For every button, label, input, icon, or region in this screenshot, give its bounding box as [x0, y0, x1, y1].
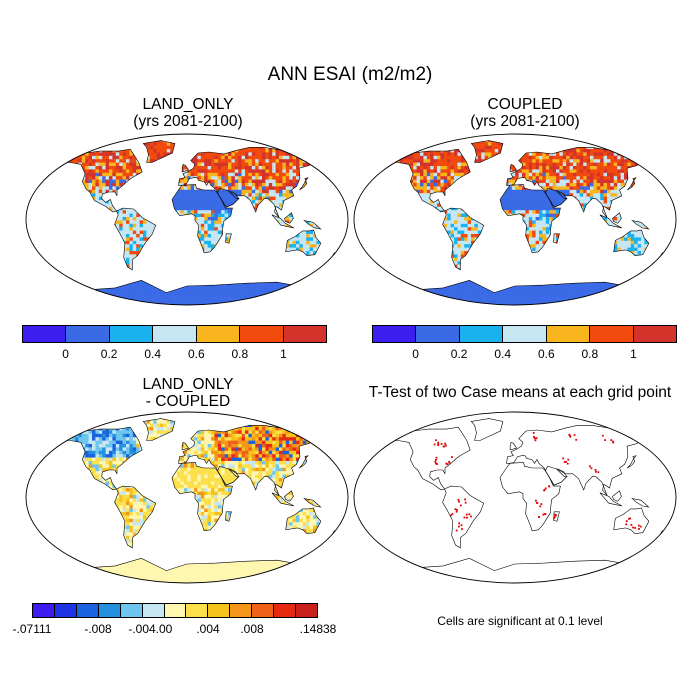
- colorbar-swatch: [503, 326, 547, 342]
- panel4-title: T-Test of two Case means at each grid po…: [345, 384, 695, 401]
- coastlines: [382, 418, 667, 583]
- panel1-title-line1: LAND_ONLY: [142, 96, 234, 113]
- colorbar-swatch: [296, 604, 317, 617]
- colorbar-swatch: [459, 326, 504, 342]
- colorbar-coupled: [372, 325, 677, 343]
- coastlines: [382, 140, 667, 305]
- colorbar-swatch: [186, 604, 209, 617]
- map-border: [25, 133, 349, 306]
- colorbar-land-only: [22, 325, 327, 343]
- map-land-only: [25, 133, 349, 306]
- colorbar-tick-label: -.008: [84, 622, 112, 636]
- colorbar-tick-label: .004: [196, 622, 220, 636]
- colorbar-tick-label: 0: [62, 347, 69, 361]
- colorbar-swatch: [252, 604, 275, 617]
- panel3-title-line1: LAND_ONLY: [142, 376, 234, 393]
- land-cells: [383, 140, 667, 305]
- land-cells: [55, 418, 339, 583]
- colorbar-difference: [32, 603, 318, 618]
- land-cells: [55, 140, 339, 305]
- panel3-title-line2: - COUPLED: [145, 393, 231, 410]
- colorbar-tick-label: .00: [155, 622, 173, 636]
- colorbar-tick-label: -.07111: [12, 622, 52, 636]
- panel1-title-line2: (yrs 2081-2100): [133, 113, 243, 130]
- panel3-title: LAND_ONLY - COUPLED: [28, 376, 348, 410]
- panel4-title-line1: T-Test of two Case means at each grid po…: [368, 384, 672, 401]
- colorbar-tick-label: .14838: [299, 622, 337, 636]
- map-border: [353, 411, 677, 584]
- colorbar-tick-label: 0.8: [581, 347, 599, 361]
- map-border: [353, 133, 677, 306]
- significance-note: Cells are significant at 0.1 level: [437, 614, 603, 628]
- colorbar-tick-label: 0.6: [537, 347, 555, 361]
- map-t-test: [353, 411, 677, 584]
- colorbar-swatch: [120, 604, 143, 617]
- colorbar-tick-label: -.004: [128, 622, 156, 636]
- colorbar-swatch: [416, 326, 460, 342]
- map-difference: [25, 411, 349, 584]
- panel1-title: LAND_ONLY (yrs 2081-2100): [28, 96, 348, 130]
- colorbar-swatch: [33, 604, 55, 617]
- panel2-title-line2: (yrs 2081-2100): [470, 113, 580, 130]
- colorbar-swatch: [164, 604, 187, 617]
- panel2-title-line1: COUPLED: [487, 96, 563, 113]
- colorbar-tick-label: 1: [280, 347, 287, 361]
- colorbar-swatch: [142, 604, 165, 617]
- colorbar-tick-label: 0.2: [100, 347, 118, 361]
- colorbar-swatch: [54, 604, 77, 617]
- panel2-title: COUPLED (yrs 2081-2100): [365, 96, 685, 130]
- map-coupled: [353, 133, 677, 306]
- colorbar-swatch: [546, 326, 591, 342]
- colorbar-tick-label: 0: [412, 347, 419, 361]
- colorbar-swatch: [208, 604, 231, 617]
- colorbar-tick-label: 0.4: [144, 347, 162, 361]
- colorbar-tick-label: 0.8: [231, 347, 249, 361]
- colorbar-swatch: [196, 326, 241, 342]
- colorbar-swatch: [274, 604, 297, 617]
- colorbar-tick-label: 0.4: [494, 347, 512, 361]
- colorbar-swatch: [240, 326, 284, 342]
- colorbar-swatch: [373, 326, 417, 342]
- colorbar-swatch: [98, 604, 121, 617]
- colorbar-tick-label: 0.2: [450, 347, 468, 361]
- map-border: [25, 411, 349, 584]
- colorbar-swatch: [633, 326, 676, 342]
- colorbar-swatch: [76, 604, 99, 617]
- colorbar-swatch: [109, 326, 154, 342]
- colorbar-tick-label: .008: [240, 622, 264, 636]
- colorbar-swatch: [153, 326, 197, 342]
- figure-title: ANN ESAI (m2/m2): [267, 64, 433, 85]
- significant-cells: [433, 432, 642, 532]
- colorbar-tick-label: 0.6: [187, 347, 205, 361]
- colorbar-swatch: [23, 326, 67, 342]
- colorbar-swatch: [66, 326, 110, 342]
- colorbar-swatch: [283, 326, 326, 342]
- colorbar-swatch: [590, 326, 634, 342]
- colorbar-swatch: [230, 604, 253, 617]
- colorbar-tick-label: 1: [630, 347, 637, 361]
